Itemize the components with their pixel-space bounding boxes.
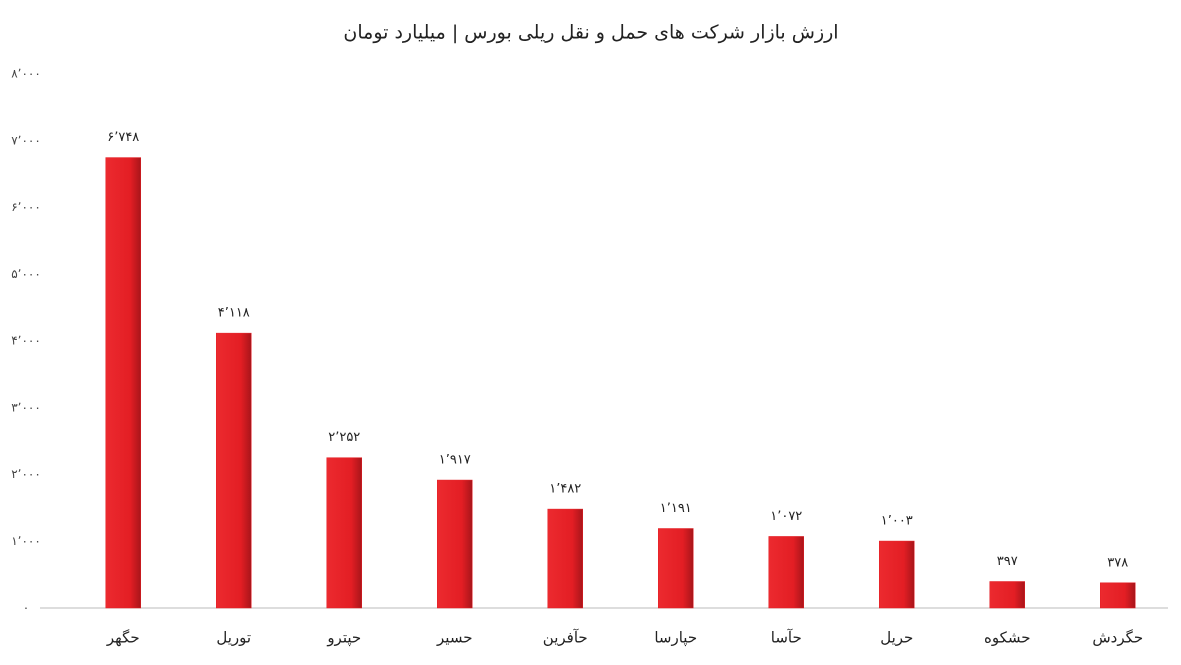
value-label: ۱٬۰۷۲ xyxy=(770,509,802,524)
y-tick-label: ۳٬۰۰۰ xyxy=(11,400,41,414)
x-tick-label: حریل xyxy=(880,629,913,647)
y-tick-label: ۲٬۰۰۰ xyxy=(11,467,41,481)
y-tick-label: ۰ xyxy=(23,601,29,615)
bar xyxy=(989,581,1025,609)
x-tick-label: حپارسا xyxy=(654,629,697,648)
y-tick-label: ۵٬۰۰۰ xyxy=(11,267,41,281)
value-label: ۳۹۷ xyxy=(997,554,1018,569)
y-tick-label: ۶٬۰۰۰ xyxy=(11,200,41,214)
bar xyxy=(547,508,583,609)
value-label: ۱٬۹۱۷ xyxy=(439,453,471,468)
value-label: ۱٬۰۰۳ xyxy=(881,514,913,529)
bar xyxy=(879,540,915,609)
value-label: ۴٬۱۱۸ xyxy=(218,306,250,321)
value-label: ۶٬۷۴۸ xyxy=(107,130,139,145)
x-tick-label: حآسا xyxy=(771,629,802,647)
x-tick-label: حپترو xyxy=(326,629,361,648)
value-label: ۱٬۱۹۱ xyxy=(660,501,692,516)
value-label: ۲٬۲۵۲ xyxy=(328,430,360,445)
y-tick-label: ۱٬۰۰۰ xyxy=(11,534,41,548)
y-tick-label: ۷٬۰۰۰ xyxy=(11,133,41,147)
value-label: ۳۷۸ xyxy=(1107,555,1128,570)
bar xyxy=(326,457,362,609)
value-label: ۱٬۴۸۲ xyxy=(549,482,581,497)
bar xyxy=(216,332,252,609)
x-tick-label: حشکوه xyxy=(984,629,1031,647)
bar xyxy=(437,479,473,609)
y-tick-label: ۸٬۰۰۰ xyxy=(11,67,41,81)
x-tick-label: حگردش xyxy=(1092,629,1143,647)
x-tick-label: حسیر xyxy=(436,629,472,647)
x-tick-label: توریل xyxy=(216,629,251,647)
x-tick-label: حگهر xyxy=(106,629,140,647)
bar xyxy=(105,157,141,609)
bar xyxy=(1100,582,1136,609)
y-tick-label: ۴٬۰۰۰ xyxy=(11,334,41,348)
bar xyxy=(658,528,694,609)
x-tick-label: حآفرین xyxy=(543,629,588,647)
bar xyxy=(768,536,804,609)
chart-title: ارزش بازار شرکت های حمل و نقل ریلی بورس … xyxy=(343,22,838,44)
